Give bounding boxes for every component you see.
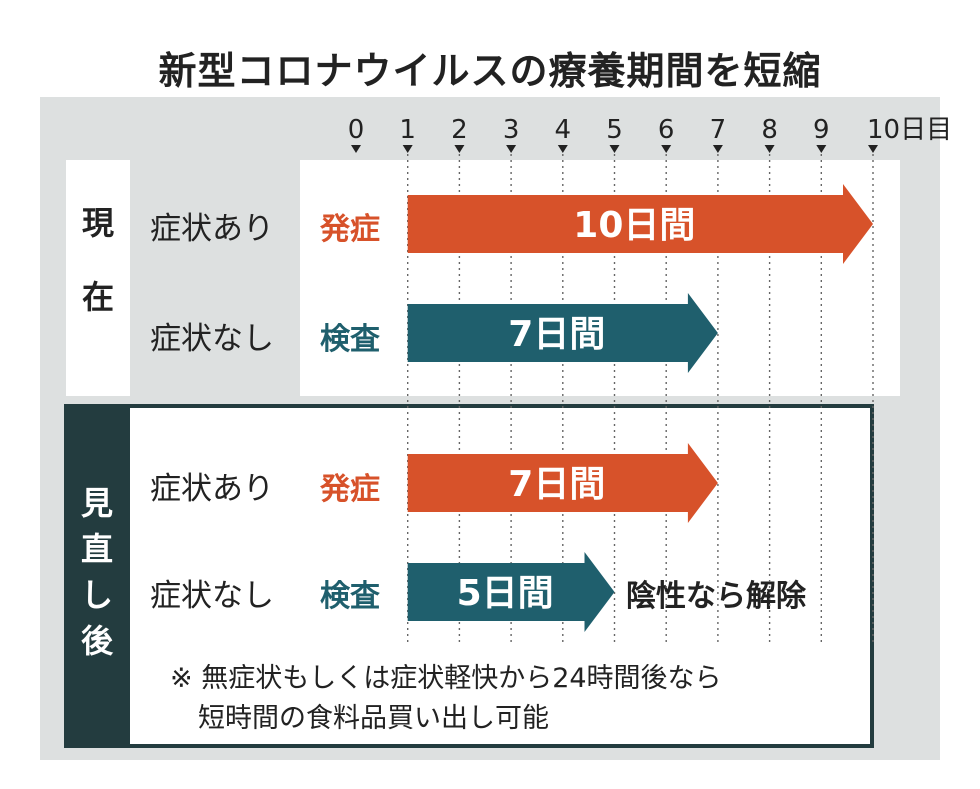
section-label-char: し: [80, 576, 113, 614]
row-label: 症状なし: [150, 321, 274, 357]
row-label: 症状なし: [150, 578, 274, 614]
x-tick-marker: [868, 145, 878, 153]
section-label-char: 見: [80, 484, 113, 522]
bar-data-label: 7日間: [508, 464, 605, 505]
row-start-label: 発症: [320, 212, 380, 247]
x-tick-label: 9: [813, 115, 830, 145]
x-tick-label: 6: [658, 115, 675, 145]
x-tick-marker: [816, 145, 827, 153]
x-tick-marker: [506, 145, 517, 153]
x-tick-label: 2: [451, 115, 468, 145]
result-annotation: 陰性なら解除: [626, 579, 806, 614]
section-label-char: 直: [80, 530, 113, 568]
x-tick-marker: [609, 145, 620, 153]
bar-data-label: 10日間: [573, 205, 695, 246]
bar-data-label: 5日間: [457, 573, 554, 614]
chart-title: 新型コロナウイルスの療養期間を短縮: [158, 49, 822, 93]
section-label-revised: 見 直 し 後: [65, 480, 129, 664]
x-tick-label: 4: [555, 115, 572, 145]
current-label-box: [66, 160, 130, 396]
revised-label-box: [64, 404, 130, 748]
x-tick-marker: [402, 145, 413, 153]
row-start-label: 発症: [320, 472, 380, 507]
x-tick-marker: [661, 145, 672, 153]
x-tick-marker: [764, 145, 775, 153]
x-tick-label: 5: [606, 115, 623, 145]
x-tick-label: 1: [399, 115, 416, 145]
row-label: 症状あり: [150, 211, 274, 247]
section-label-char: 後: [80, 622, 113, 660]
bar-arrow: [407, 552, 615, 632]
bar-arrow: [407, 443, 718, 523]
x-tick-label: 7: [710, 115, 727, 145]
x-tick-label: 8: [761, 115, 778, 145]
bar-arrow: [407, 293, 718, 373]
row-start-label: 検査: [320, 579, 380, 614]
section-label-char: 在: [81, 278, 114, 316]
row-label: 症状あり: [150, 471, 274, 507]
x-tick-marker: [351, 145, 361, 153]
x-tick-marker: [557, 145, 568, 153]
section-label-char: 現: [81, 204, 114, 242]
row-start-label: 検査: [320, 322, 380, 357]
bar-data-label: 7日間: [508, 314, 605, 355]
bar-arrow: [407, 184, 873, 264]
note-line-2: 短時間の食料品買い出し可能: [198, 703, 549, 734]
x-tick-label: 3: [503, 115, 520, 145]
x-tick-marker: [712, 145, 723, 153]
section-label-current: 現 在: [66, 200, 130, 320]
x-tick-label: 0: [348, 115, 365, 145]
note-line-1: ※ 無症状もしくは症状軽快から24時間後なら: [170, 663, 722, 694]
x-tick-label: 10日目: [867, 115, 952, 145]
x-tick-marker: [454, 145, 465, 153]
